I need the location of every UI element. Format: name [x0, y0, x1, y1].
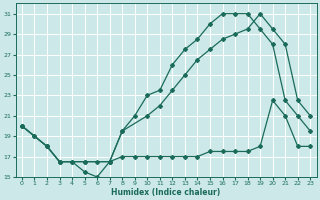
X-axis label: Humidex (Indice chaleur): Humidex (Indice chaleur) [111, 188, 221, 197]
